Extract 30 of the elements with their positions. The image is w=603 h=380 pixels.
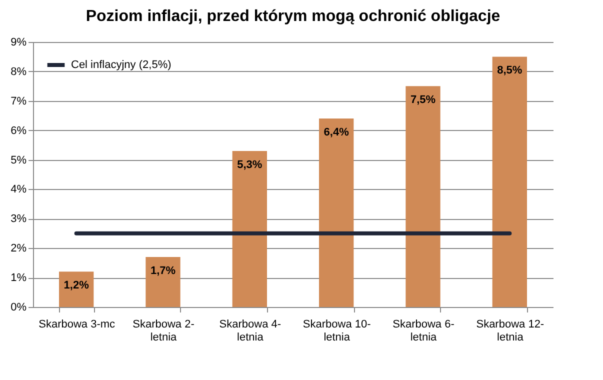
bar <box>319 118 354 307</box>
y-tick-label: 1% <box>10 272 27 284</box>
data-label: 6,4% <box>324 126 350 139</box>
data-label: 8,5% <box>497 64 522 77</box>
data-label: 1,7% <box>150 264 176 277</box>
x-tick-label: Skarbowa 3-mc <box>38 318 116 330</box>
x-tick-label: Skarbowa 6-letnia <box>392 318 455 344</box>
y-tick-label: 8% <box>10 66 27 78</box>
bar <box>406 86 440 307</box>
y-tick-label: 0% <box>10 302 27 314</box>
bar <box>59 272 94 307</box>
x-tick-label: Skarbowa 10-letnia <box>302 318 372 344</box>
data-label: 7,5% <box>410 94 436 106</box>
y-tick-label: 9% <box>10 36 27 48</box>
x-tick-label: Skarbowa 4-letnia <box>219 318 282 344</box>
x-tick-label: Skarbowa 2-letnia <box>132 318 195 344</box>
data-label: 1,2% <box>64 280 90 292</box>
bar <box>146 256 180 307</box>
legend-label: Cel inflacyjny (2,5%) <box>71 59 172 71</box>
bar <box>232 150 267 307</box>
y-tick-label: 4% <box>10 184 27 196</box>
y-tick-label: 6% <box>10 124 27 137</box>
y-tick-label: 7% <box>10 95 27 108</box>
data-label: 5,3% <box>237 158 262 171</box>
bar <box>492 56 527 307</box>
y-tick-label: 2% <box>10 242 27 255</box>
x-tick-label: Skarbowa 12-letnia <box>476 318 544 344</box>
y-tick-label: 5% <box>10 154 27 166</box>
y-tick-label: 3% <box>10 213 27 226</box>
chart-title: Poziom inflacji, przed którym mogą ochronić obligacje <box>86 8 500 25</box>
